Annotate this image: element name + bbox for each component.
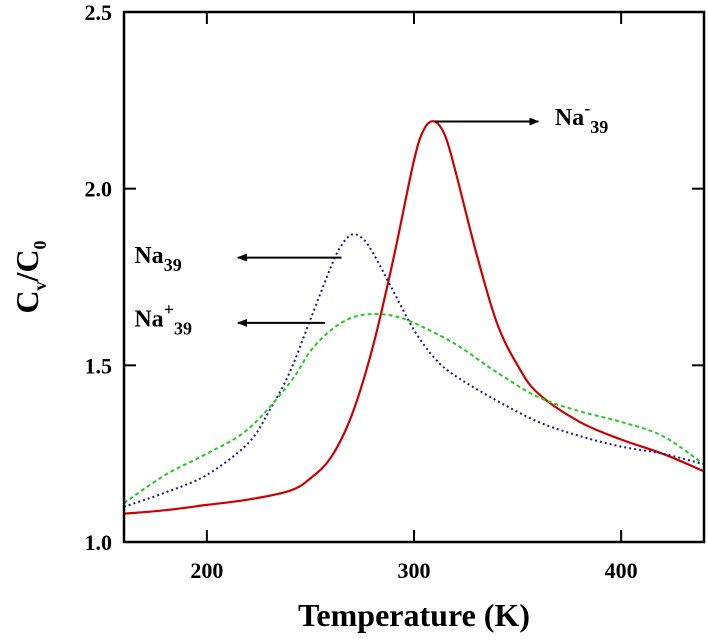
y-tick-label: 2.5 <box>85 0 113 25</box>
series-layer <box>123 120 705 515</box>
annotation-label-na-39: Na-39 <box>555 98 608 137</box>
y-axis-title: Cv/C0 <box>9 240 50 313</box>
series-line-na39 <box>123 233 705 508</box>
annotation-layer: Na-39 Na39 Na+39 <box>134 98 608 338</box>
y-tick-label: 1.0 <box>85 530 113 555</box>
x-axis-title: Temperature (K) <box>298 597 530 633</box>
annotation-label-na-39: Na+39 <box>134 299 192 338</box>
x-tick-label: 300 <box>398 558 431 583</box>
annotation-label-na39: Na39 <box>134 243 181 275</box>
tick-layer: 1.0 1.5 2.0 2.5 200 300 400 <box>85 0 704 583</box>
series-line-na-39 <box>123 313 705 504</box>
y-tick-label: 2.0 <box>85 177 113 202</box>
y-tick-label: 1.5 <box>85 353 113 378</box>
series-line-na-39 <box>123 120 705 515</box>
plot-frame <box>122 10 706 544</box>
x-tick-label: 400 <box>605 558 638 583</box>
x-tick-label: 200 <box>190 558 223 583</box>
